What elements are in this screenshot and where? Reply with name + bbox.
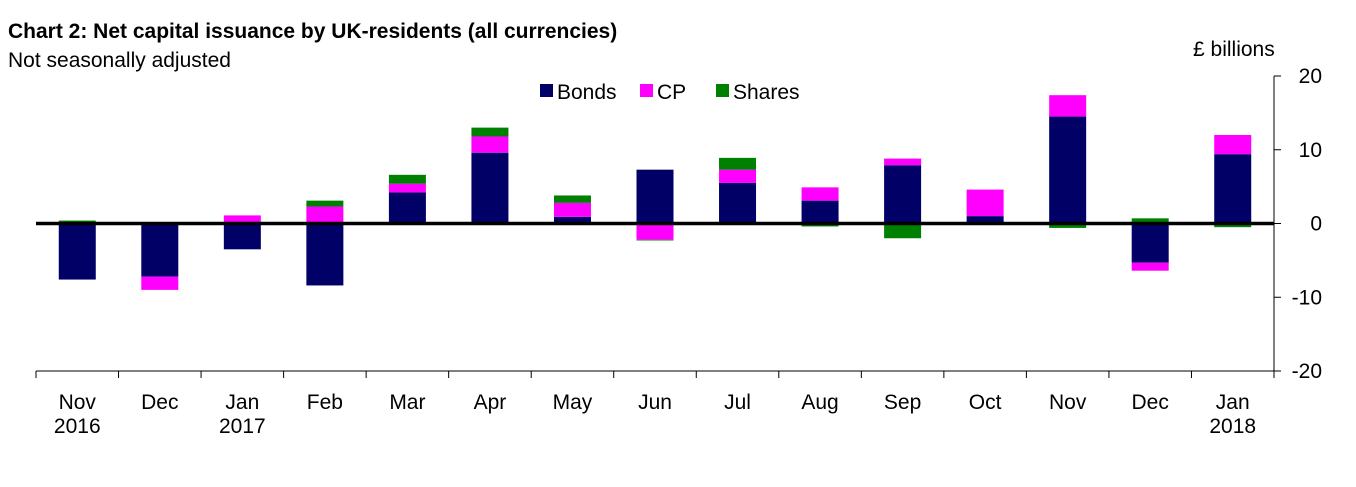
- bar-cp: [719, 169, 757, 183]
- bar-shares: [719, 157, 757, 170]
- y-tick-label: 0: [1310, 213, 1322, 236]
- bar-cp: [471, 136, 509, 153]
- x-tick-label: Dec: [141, 391, 178, 414]
- bar-cp: [388, 183, 426, 193]
- legend-swatch-shares: [716, 84, 729, 97]
- x-tick-label: Nov: [1049, 391, 1087, 414]
- y-tick-label: 20: [1299, 65, 1322, 88]
- x-tick-label: Sep: [884, 391, 921, 414]
- bar-cp: [553, 202, 591, 217]
- bar-cp: [1131, 262, 1169, 271]
- bar-shares: [306, 200, 344, 207]
- y-tick-label: -10: [1292, 286, 1322, 309]
- bar-cp: [141, 276, 179, 290]
- x-tick-label: Jul: [724, 391, 751, 414]
- bar-shares: [884, 223, 922, 239]
- bar-bonds: [306, 223, 344, 286]
- bar-bonds: [1131, 223, 1169, 263]
- bar-bonds: [141, 223, 179, 277]
- x-tick-label: Jan: [1216, 391, 1250, 414]
- y-tick-label: 10: [1299, 139, 1322, 162]
- x-tick-year-label: 2018: [1209, 415, 1256, 438]
- bar-shares: [388, 174, 426, 184]
- bar-bonds: [719, 182, 757, 224]
- y-tick-label: -20: [1292, 360, 1322, 383]
- x-tick-label: Jan: [225, 391, 259, 414]
- x-tick-label: Feb: [307, 391, 343, 414]
- bar-bonds: [223, 223, 261, 250]
- bar-shares: [636, 239, 674, 241]
- bar-cp: [801, 187, 839, 201]
- legend-swatch-cp: [640, 84, 653, 97]
- x-tick-label: Jun: [638, 391, 672, 414]
- chart-subtitle: Not seasonally adjusted: [8, 49, 231, 72]
- bar-cp: [1214, 135, 1252, 155]
- x-tick-label: Dec: [1132, 391, 1169, 414]
- bar-shares: [471, 127, 509, 137]
- chart-title: Chart 2: Net capital issuance by UK-resi…: [8, 20, 618, 43]
- x-tick-label: Mar: [389, 391, 425, 414]
- bar-bonds: [884, 165, 922, 224]
- bar-shares: [1131, 218, 1169, 224]
- bar-shares: [1214, 223, 1252, 228]
- legend-label-shares: Shares: [733, 81, 800, 104]
- bar-bonds: [553, 216, 591, 224]
- bar-bonds: [1049, 116, 1087, 224]
- bar-cp: [966, 189, 1004, 217]
- bar-bonds: [1214, 154, 1252, 224]
- legend-label-bonds: Bonds: [557, 81, 617, 104]
- x-tick-label: Apr: [474, 391, 507, 414]
- bar-bonds: [58, 223, 96, 280]
- bar-shares: [1049, 223, 1087, 228]
- bar-bonds: [471, 152, 509, 224]
- x-tick-label: May: [553, 391, 593, 414]
- bar-cp: [223, 215, 261, 224]
- bar-cp: [1049, 95, 1087, 117]
- bar-bonds: [636, 169, 674, 224]
- x-tick-year-label: 2017: [219, 415, 266, 438]
- bar-bonds: [801, 200, 839, 224]
- legend-swatch-bonds: [540, 84, 553, 97]
- bar-cp: [306, 206, 344, 224]
- bar-cp: [884, 158, 922, 166]
- bar-bonds: [388, 192, 426, 224]
- x-tick-label: Oct: [969, 391, 1002, 414]
- bar-bonds: [966, 216, 1004, 224]
- x-tick-year-label: 2016: [54, 415, 101, 438]
- bar-shares: [553, 195, 591, 203]
- x-tick-label: Aug: [801, 391, 838, 414]
- y-axis-label: £ billions: [1193, 38, 1275, 61]
- bar-cp: [636, 223, 674, 240]
- x-tick-label: Nov: [59, 391, 97, 414]
- legend-label-cp: CP: [657, 81, 686, 104]
